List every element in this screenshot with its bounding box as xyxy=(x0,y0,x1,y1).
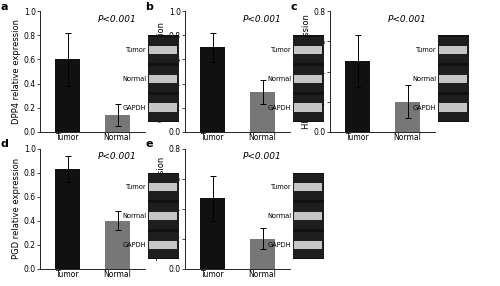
Text: Tumor: Tumor xyxy=(126,184,146,190)
Text: GAPDH: GAPDH xyxy=(123,242,146,248)
Text: GAPDH: GAPDH xyxy=(268,105,291,110)
Text: Tumor: Tumor xyxy=(126,47,146,53)
Bar xyxy=(55,59,80,132)
Bar xyxy=(292,95,324,120)
Text: e: e xyxy=(145,139,152,149)
Bar xyxy=(149,241,178,249)
Text: Normal: Normal xyxy=(268,213,291,219)
Bar xyxy=(105,115,130,132)
Text: Tumor: Tumor xyxy=(271,184,291,190)
Bar xyxy=(294,75,322,83)
Bar xyxy=(292,203,324,229)
Text: a: a xyxy=(0,2,8,12)
Bar xyxy=(149,183,178,191)
Bar xyxy=(148,37,179,63)
Bar xyxy=(292,37,324,63)
Bar xyxy=(292,232,324,258)
Bar xyxy=(148,232,179,258)
Text: Normal: Normal xyxy=(412,76,436,82)
Bar xyxy=(294,46,322,54)
Text: P<0.001: P<0.001 xyxy=(98,152,136,161)
Text: Normal: Normal xyxy=(122,76,146,82)
Bar xyxy=(55,169,80,269)
Text: Tumor: Tumor xyxy=(416,47,436,53)
Text: Tumor: Tumor xyxy=(271,47,291,53)
Y-axis label: DPP4 relative expression: DPP4 relative expression xyxy=(12,19,21,124)
Bar xyxy=(149,104,178,112)
Bar xyxy=(200,47,225,132)
Bar xyxy=(292,174,324,200)
Bar xyxy=(148,66,179,92)
Text: Normal: Normal xyxy=(268,76,291,82)
Bar xyxy=(294,212,322,220)
Bar xyxy=(148,203,179,229)
Bar xyxy=(149,75,178,83)
Text: GAPDH: GAPDH xyxy=(123,105,146,110)
Text: P<0.001: P<0.001 xyxy=(98,15,136,24)
Bar xyxy=(294,183,322,191)
Bar xyxy=(438,95,469,120)
Bar xyxy=(345,61,370,132)
Text: P<0.001: P<0.001 xyxy=(243,152,282,161)
Bar xyxy=(292,66,324,92)
Bar xyxy=(439,46,468,54)
Text: GAPDH: GAPDH xyxy=(268,242,291,248)
Bar xyxy=(294,241,322,249)
Text: Normal: Normal xyxy=(122,213,146,219)
Bar xyxy=(148,95,179,120)
Text: P<0.001: P<0.001 xyxy=(243,15,282,24)
Bar xyxy=(395,102,420,132)
Bar xyxy=(439,104,468,112)
Bar xyxy=(250,239,275,269)
Y-axis label: PGD relative expression: PGD relative expression xyxy=(12,158,21,259)
Bar xyxy=(200,198,225,269)
Bar xyxy=(149,46,178,54)
Bar xyxy=(148,174,179,200)
Y-axis label: HMGCR relative expression: HMGCR relative expression xyxy=(302,14,311,129)
Bar xyxy=(438,37,469,63)
Text: b: b xyxy=(145,2,153,12)
Y-axis label: GSS relative expression: GSS relative expression xyxy=(157,21,166,122)
Y-axis label: TFRC relative expression: TFRC relative expression xyxy=(157,157,166,261)
Bar xyxy=(294,104,322,112)
Bar xyxy=(149,212,178,220)
Bar xyxy=(438,66,469,92)
Bar xyxy=(250,92,275,132)
Text: d: d xyxy=(0,139,8,149)
Bar xyxy=(439,75,468,83)
Text: GAPDH: GAPDH xyxy=(413,105,436,110)
Text: c: c xyxy=(290,2,296,12)
Text: P<0.001: P<0.001 xyxy=(388,15,426,24)
Bar xyxy=(105,221,130,269)
